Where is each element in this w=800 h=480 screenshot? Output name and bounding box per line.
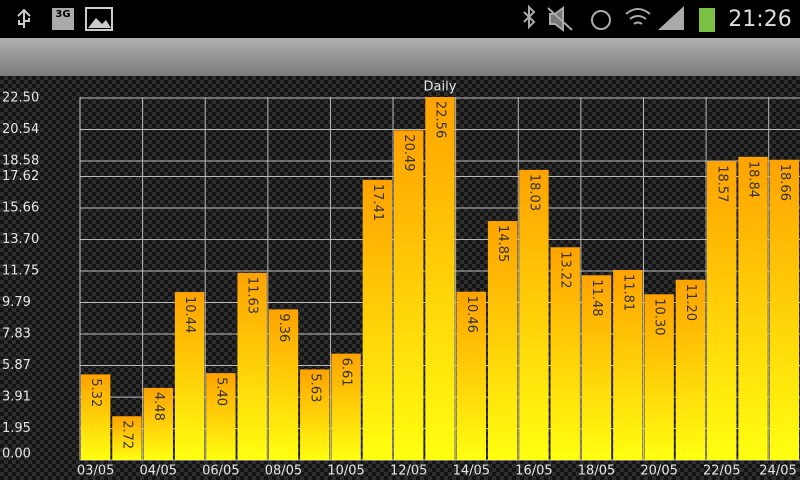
x-tick-label: 03/05: [77, 464, 114, 479]
x-tick-label: 12/05: [390, 464, 427, 479]
image-icon-shape: [88, 18, 111, 28]
value-label: 13.22: [558, 251, 573, 288]
bar: [300, 369, 330, 460]
status-bar: 3G 21:26: [0, 0, 800, 38]
value-label: 4.48: [151, 392, 166, 421]
value-label: 22.56: [433, 101, 448, 138]
y-tick-label: 17.62: [2, 169, 39, 184]
y-tick-label: 3.91: [2, 390, 31, 405]
x-tick-label: 20/05: [640, 464, 677, 479]
bar: [581, 275, 612, 460]
signal-icon: [658, 6, 684, 30]
bar: [112, 416, 142, 460]
bar: [425, 97, 455, 460]
bar: [331, 353, 361, 460]
bar: [550, 247, 580, 460]
value-label: 5.40: [213, 377, 228, 406]
value-label: 18.66: [777, 164, 792, 201]
chart: Daily 0.00 1.95 3.91 5.87 7.83 9.79 11.75 13.70…: [2, 80, 800, 479]
x-tick-label: 08/05: [265, 464, 302, 479]
x-tick-label: 16/05: [515, 464, 552, 479]
x-tick-label: 24/05: [759, 464, 796, 479]
clock: 21:26: [728, 7, 791, 32]
x-tick-label: 10/05: [327, 464, 364, 479]
chart-title: Daily: [424, 80, 457, 95]
y-tick-label: 1.95: [2, 421, 31, 436]
x-tick-label: 04/05: [140, 464, 177, 479]
image-icon: [85, 7, 113, 31]
x-tick-label: 06/05: [202, 464, 239, 479]
value-label: 11.81: [620, 274, 635, 311]
bar: [644, 294, 674, 460]
value-label: 11.20: [683, 284, 698, 321]
bluetooth-icon: [523, 4, 536, 30]
bar: [675, 279, 706, 460]
action-bar: [0, 38, 800, 76]
y-tick-label: 11.75: [2, 263, 39, 278]
bar: [519, 169, 549, 460]
value-label: 5.63: [307, 373, 322, 402]
bar: [362, 179, 393, 460]
value-label: 18.03: [526, 174, 541, 211]
value-label: 10.46: [464, 296, 479, 333]
value-label: 5.32: [88, 378, 103, 407]
value-label: 20.49: [401, 134, 416, 171]
value-label: 11.63: [245, 277, 260, 314]
battery-icon: [699, 8, 715, 32]
y-tick-label: 18.58: [2, 154, 39, 169]
x-tick-label: 14/05: [453, 464, 490, 479]
y-tick-label: 13.70: [2, 232, 39, 247]
value-label: 18.84: [746, 161, 761, 198]
y-tick-label: 7.83: [2, 327, 31, 342]
usb-icon: [17, 8, 31, 28]
value-label: 10.44: [182, 296, 197, 333]
value-label: 10.30: [652, 298, 667, 335]
bar: [143, 387, 173, 460]
value-label: 14.85: [495, 225, 510, 262]
x-tick-label: 22/05: [703, 464, 740, 479]
bar: [206, 373, 236, 460]
network-label: 3G: [55, 9, 70, 20]
bar: [738, 156, 768, 460]
bar: [613, 269, 643, 460]
bar: [456, 291, 487, 460]
bar: [393, 130, 424, 460]
value-label: 11.48: [589, 279, 604, 316]
y-tick-label: 9.79: [2, 295, 31, 310]
bar: [487, 221, 518, 460]
bar: [769, 159, 800, 460]
network-icon: [52, 8, 74, 30]
bar: [80, 374, 111, 460]
mute-icon: [547, 6, 573, 32]
y-tick-label: 20.54: [2, 122, 39, 137]
value-label: 6.61: [339, 358, 354, 387]
y-tick-label: 22.50: [2, 90, 39, 105]
x-tick-label: 18/05: [578, 464, 615, 479]
value-label: 9.36: [276, 313, 291, 342]
bar: [237, 272, 267, 460]
wifi-icon: [625, 8, 651, 25]
y-tick-label: 5.87: [2, 358, 31, 373]
value-label: 17.41: [370, 184, 385, 221]
bar: [707, 161, 737, 460]
value-label: 2.72: [119, 420, 134, 449]
bar: [174, 292, 205, 460]
value-label: 18.57: [714, 165, 729, 202]
y-tick-label: 0.00: [2, 447, 31, 462]
y-tick-label: 15.66: [2, 201, 39, 216]
alarm-icon: [591, 10, 611, 30]
bar: [268, 309, 299, 460]
